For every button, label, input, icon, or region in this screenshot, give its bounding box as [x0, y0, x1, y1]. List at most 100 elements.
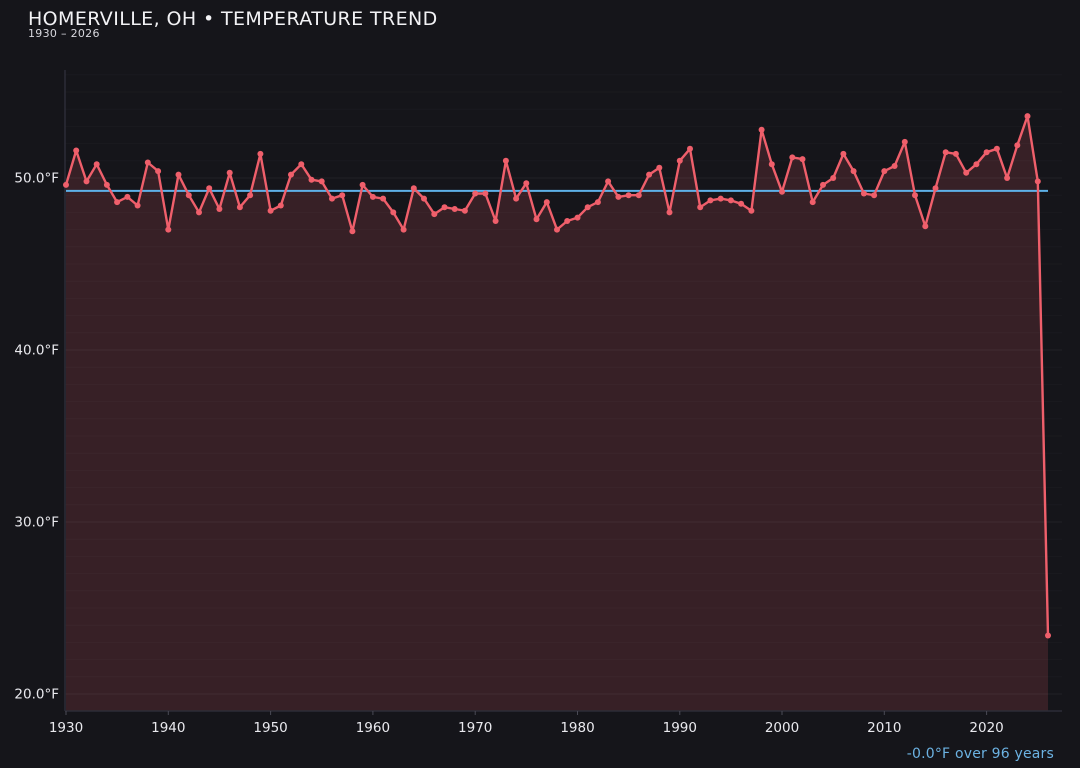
data-point	[492, 218, 499, 224]
x-tick-label: 2020	[969, 720, 1003, 736]
data-point	[891, 163, 898, 169]
data-point	[758, 126, 765, 133]
data-point	[380, 195, 387, 202]
data-point	[441, 204, 448, 211]
data-point	[942, 149, 949, 156]
x-tick-label: 1940	[151, 720, 185, 736]
x-tick-label: 2000	[765, 720, 799, 736]
data-point	[922, 223, 929, 230]
data-point	[697, 204, 704, 211]
data-point	[308, 176, 315, 183]
data-point	[63, 181, 69, 188]
data-point	[871, 192, 878, 199]
data-point	[973, 161, 980, 168]
x-tick-label: 2010	[867, 720, 901, 736]
data-point	[257, 150, 264, 157]
data-point	[727, 197, 734, 204]
x-tick-label: 1950	[253, 720, 287, 736]
data-point	[1004, 175, 1011, 181]
x-tick-label: 1980	[560, 720, 594, 736]
data-point	[840, 150, 847, 157]
data-point	[482, 190, 489, 197]
data-point	[206, 185, 213, 192]
data-point	[676, 157, 683, 164]
data-point	[646, 171, 653, 178]
y-tick-label: 50.0°F	[14, 171, 59, 187]
data-point	[830, 175, 837, 181]
data-point	[615, 193, 622, 200]
data-point	[666, 209, 673, 216]
data-point	[216, 206, 223, 212]
data-point	[226, 169, 233, 176]
data-point	[523, 180, 530, 187]
data-point	[789, 154, 796, 161]
data-point	[318, 178, 325, 185]
data-point	[134, 202, 141, 209]
data-point	[175, 171, 182, 178]
data-point	[687, 145, 693, 152]
x-tick-label: 1960	[356, 720, 390, 736]
data-point	[820, 181, 826, 188]
data-point	[779, 188, 785, 195]
data-point	[1024, 113, 1031, 120]
data-point	[768, 161, 775, 168]
data-point	[912, 192, 918, 199]
data-point	[502, 157, 509, 164]
data-point	[656, 164, 663, 171]
data-point	[236, 204, 243, 211]
data-point	[850, 168, 857, 175]
data-point	[963, 169, 970, 176]
data-point	[349, 228, 356, 235]
data-point	[993, 145, 1000, 152]
data-point	[533, 216, 540, 223]
data-point	[359, 181, 366, 188]
data-point	[247, 192, 254, 199]
data-point	[799, 156, 806, 163]
data-point	[73, 147, 80, 154]
data-point	[738, 200, 745, 207]
data-point	[564, 218, 571, 224]
chart-subtitle: 1930 – 2026	[28, 27, 100, 40]
data-point	[421, 195, 427, 202]
data-point	[748, 207, 755, 214]
data-point	[83, 178, 90, 185]
data-point	[390, 209, 397, 216]
data-point	[288, 171, 294, 178]
data-point	[860, 190, 867, 197]
data-point	[584, 204, 591, 211]
data-point	[952, 150, 959, 157]
data-point	[103, 181, 110, 188]
data-point	[605, 178, 612, 185]
x-tick-label: 1990	[663, 720, 697, 736]
data-point	[1014, 142, 1021, 149]
data-point	[339, 192, 346, 199]
data-point	[1034, 178, 1041, 185]
x-tick-label: 1930	[49, 720, 83, 736]
y-tick-label: 40.0°F	[14, 343, 59, 359]
data-point	[635, 192, 642, 199]
data-point	[543, 199, 550, 206]
data-point	[625, 192, 632, 199]
y-tick-label: 30.0°F	[14, 515, 59, 531]
data-point	[369, 193, 376, 200]
data-point	[144, 159, 151, 166]
data-point	[554, 226, 560, 233]
data-point	[451, 206, 458, 212]
x-tick-label: 1970	[458, 720, 492, 736]
data-point	[707, 197, 714, 204]
data-point	[513, 195, 520, 202]
data-point	[185, 192, 192, 199]
data-point	[267, 207, 274, 214]
data-point	[472, 190, 479, 197]
data-point	[901, 138, 908, 145]
data-point	[165, 226, 172, 233]
data-point	[717, 195, 724, 202]
data-point	[881, 168, 888, 175]
data-point	[329, 195, 335, 202]
data-point	[574, 214, 581, 221]
data-point	[932, 185, 939, 192]
data-point	[124, 193, 131, 200]
data-point	[594, 199, 601, 206]
